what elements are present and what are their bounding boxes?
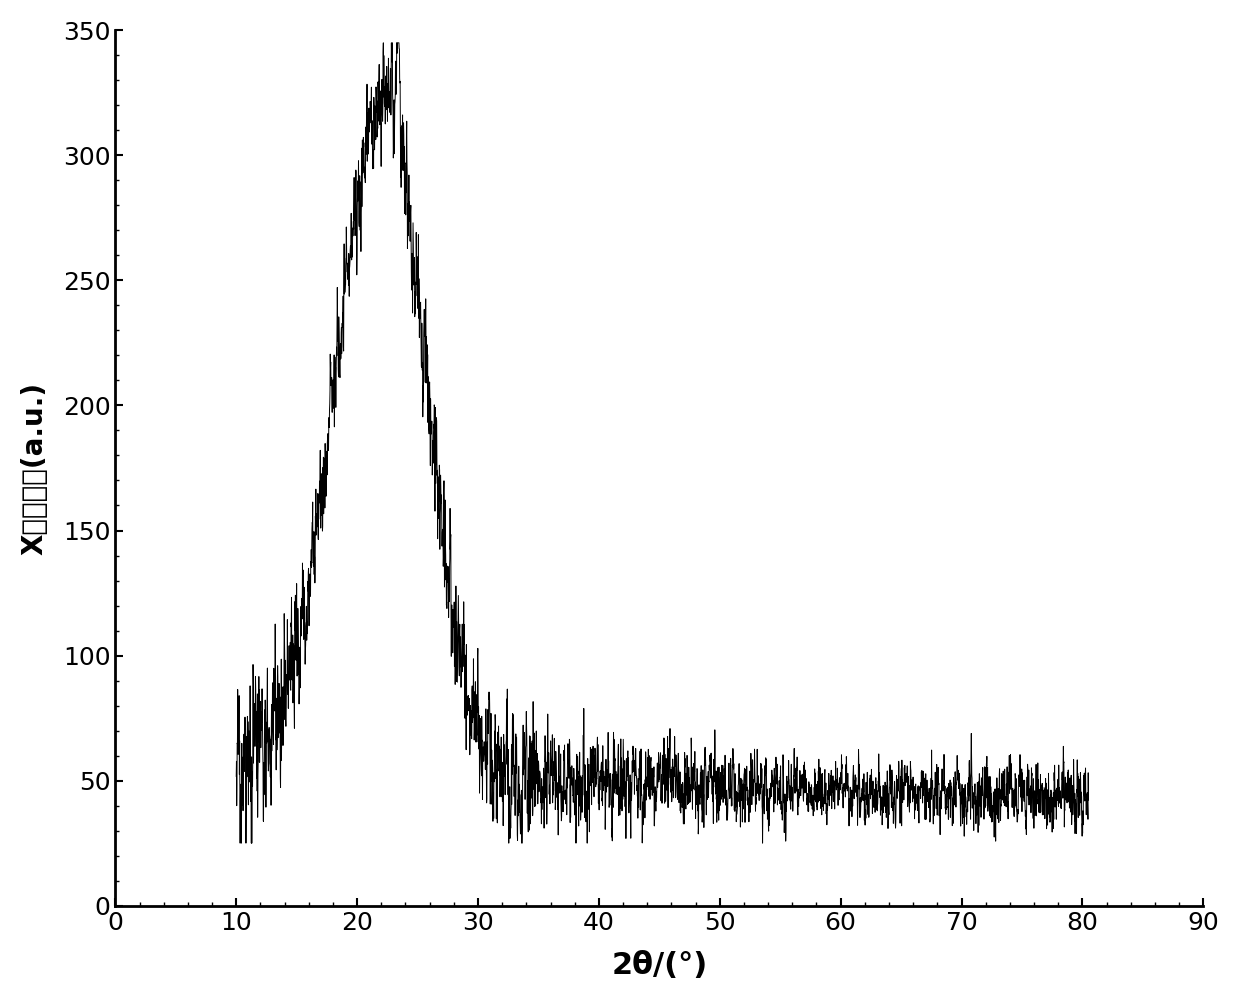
Y-axis label: X射线强度(a.u.): X射线强度(a.u.) [21, 381, 48, 555]
X-axis label: 2θ/(°): 2θ/(°) [611, 951, 708, 980]
